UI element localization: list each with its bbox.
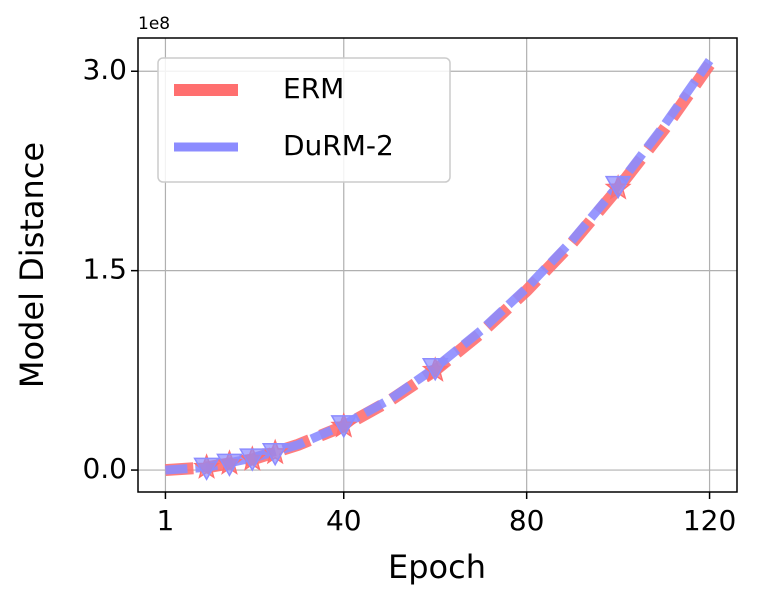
x-axis-label: Epoch xyxy=(388,548,486,586)
y-tick-label: 1.5 xyxy=(82,253,127,286)
marker xyxy=(261,443,289,467)
legend-label: DuRM-2 xyxy=(283,129,394,162)
legend: ERM DuRM-2 xyxy=(157,57,451,183)
offset-label: 1e8 xyxy=(138,14,170,34)
marker xyxy=(604,175,632,200)
x-tick-label: 1 xyxy=(157,504,175,537)
y-tick-label: 0.0 xyxy=(82,452,127,485)
y-axis-label: Model Distance xyxy=(13,142,51,388)
marker xyxy=(330,415,358,439)
marker xyxy=(239,448,266,472)
marker xyxy=(193,457,220,481)
x-tick-label: 80 xyxy=(509,504,545,537)
y-tick-label: 3.0 xyxy=(82,53,127,86)
x-tick-label: 40 xyxy=(326,504,362,537)
x-tick-label: 120 xyxy=(683,504,736,537)
plot-frame xyxy=(137,37,738,493)
marker xyxy=(216,453,243,477)
marker xyxy=(421,357,449,382)
legend-label: ERM xyxy=(283,72,344,105)
